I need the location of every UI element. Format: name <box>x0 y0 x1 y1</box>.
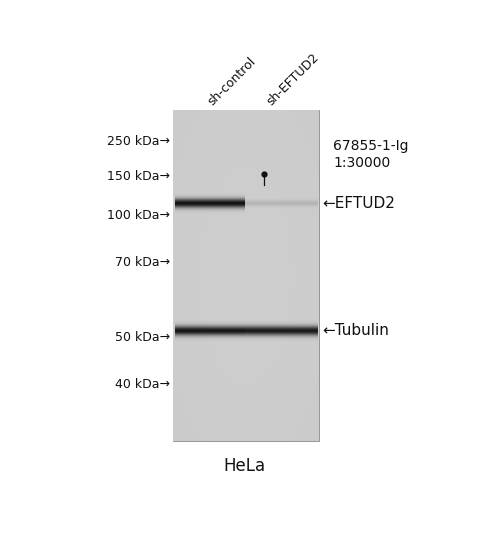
Text: 100 kDa→: 100 kDa→ <box>107 209 170 222</box>
Bar <box>173 111 319 441</box>
Text: ←Tubulin: ←Tubulin <box>322 323 389 338</box>
Text: 1:30000: 1:30000 <box>334 156 391 170</box>
Text: sh-EFTUD2: sh-EFTUD2 <box>264 51 322 108</box>
Text: ←EFTUD2: ←EFTUD2 <box>322 196 395 211</box>
Text: 250 kDa→: 250 kDa→ <box>107 135 170 148</box>
Text: 40 kDa→: 40 kDa→ <box>115 378 170 391</box>
Text: 67855-1-Ig: 67855-1-Ig <box>334 140 409 153</box>
Text: HeLa: HeLa <box>223 457 265 475</box>
Text: WWW.PTGLAB.COM: WWW.PTGLAB.COM <box>188 234 197 322</box>
Text: 50 kDa→: 50 kDa→ <box>115 331 170 344</box>
Text: 150 kDa→: 150 kDa→ <box>107 170 170 184</box>
Text: 70 kDa→: 70 kDa→ <box>115 256 170 270</box>
Text: sh-control: sh-control <box>205 55 258 108</box>
